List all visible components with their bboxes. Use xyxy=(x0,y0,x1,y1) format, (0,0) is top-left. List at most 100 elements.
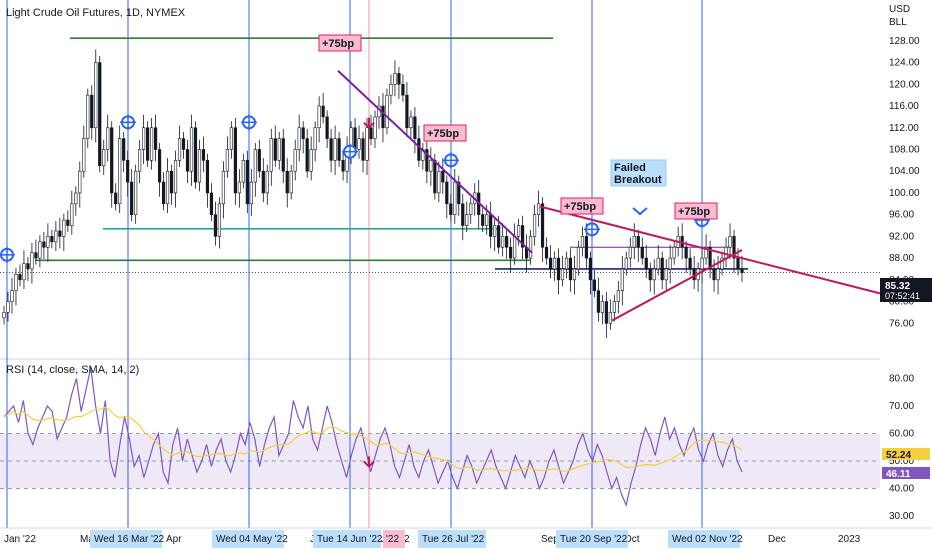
candle xyxy=(257,139,261,178)
candle-body xyxy=(237,181,241,194)
candle-body xyxy=(34,252,38,259)
candle xyxy=(169,164,174,205)
x-highlight-label: Wed 02 Nov '22 xyxy=(672,534,743,545)
hike-tag-1: +75bp xyxy=(318,34,362,52)
candle xyxy=(640,237,644,265)
chevron-down-icon xyxy=(632,207,648,216)
candle-body xyxy=(465,214,469,226)
candle-body xyxy=(393,73,397,85)
candle xyxy=(632,223,636,260)
candle-body xyxy=(38,241,42,259)
candle xyxy=(445,175,449,219)
candle-body xyxy=(209,192,214,215)
candle xyxy=(18,264,22,287)
candle xyxy=(289,164,293,200)
candle xyxy=(94,49,98,143)
candle xyxy=(564,251,569,279)
candle-body xyxy=(445,181,449,205)
x-axis-ticks: Jan '22MarAprJunJul '22SepOctDec2023Wed … xyxy=(4,530,861,548)
candle xyxy=(229,121,233,159)
candle xyxy=(572,255,577,295)
candle xyxy=(181,132,186,159)
y-axis-panel[interactable] xyxy=(880,0,932,528)
candle-body xyxy=(509,246,513,259)
y-tick-label: 76.00 xyxy=(889,318,914,329)
candle-body xyxy=(660,257,664,281)
rsi-tick-label: 70.00 xyxy=(889,401,914,412)
candle-body xyxy=(249,181,253,205)
candle-body xyxy=(556,257,561,281)
failed-breakout-line-0: Failed xyxy=(614,162,646,174)
candle-body xyxy=(576,246,581,270)
candle-body xyxy=(317,105,321,129)
candle xyxy=(118,125,122,214)
candle-body xyxy=(517,225,521,237)
candle-body xyxy=(150,127,154,161)
candle xyxy=(38,235,42,268)
candle xyxy=(253,142,257,197)
candle-body xyxy=(736,257,740,270)
candle xyxy=(648,262,652,292)
candle xyxy=(453,169,457,224)
candle-body xyxy=(110,127,114,194)
candle xyxy=(684,240,688,273)
rsi-down-arrow-icon xyxy=(363,456,375,468)
candle xyxy=(481,208,485,233)
candle xyxy=(261,158,265,203)
rsi-band xyxy=(0,433,880,489)
candle-body xyxy=(532,214,537,237)
candle-body xyxy=(6,301,10,313)
rsi-axis-ticks: 30.00 40.00 50.00 60.00 70.00 80.00 xyxy=(889,374,914,523)
candle xyxy=(122,132,126,173)
candle-body xyxy=(233,127,237,194)
candle xyxy=(6,291,10,322)
candle xyxy=(413,107,417,154)
candle xyxy=(197,139,202,192)
candle-body xyxy=(293,149,297,172)
candle-body xyxy=(409,116,413,129)
x-highlight-label: Tue 14 Jun '22 xyxy=(317,534,383,545)
candle xyxy=(720,251,724,276)
candle-body xyxy=(181,138,186,150)
y-tick-label: 80.00 xyxy=(889,297,914,308)
candle xyxy=(90,85,94,140)
event-circle-icon xyxy=(342,143,358,160)
candle-body xyxy=(305,138,309,172)
candle xyxy=(425,139,429,184)
candle xyxy=(329,128,333,173)
candle-body xyxy=(493,225,497,237)
candle xyxy=(217,197,222,249)
candle-body xyxy=(648,268,652,281)
x-tick-label: Apr xyxy=(166,534,182,545)
trendlines xyxy=(337,70,881,322)
candle xyxy=(556,248,561,295)
candle xyxy=(134,164,138,224)
candle-body xyxy=(640,246,644,259)
candle xyxy=(369,114,373,146)
candle-body xyxy=(688,257,692,270)
candle-body xyxy=(672,246,676,259)
downtrend-line xyxy=(337,70,533,254)
candle xyxy=(520,215,525,260)
candle xyxy=(361,132,365,173)
candle-body xyxy=(26,263,30,270)
candle xyxy=(30,242,34,284)
candle xyxy=(644,245,648,279)
candle-body xyxy=(273,138,277,161)
candle xyxy=(612,295,616,322)
hike-tag-3-label: +75bp xyxy=(564,201,596,213)
candle xyxy=(580,226,585,257)
candle-body xyxy=(177,138,182,161)
candle xyxy=(457,175,461,216)
candle-body xyxy=(245,160,249,205)
candle-body xyxy=(548,257,553,270)
rsi-label: RSI (14, close, SMA, 14, 2) xyxy=(6,364,139,376)
candle-body xyxy=(401,84,405,96)
rsi-sma-line xyxy=(3,406,743,472)
candle-body xyxy=(22,263,26,281)
y-tick-label: 108.00 xyxy=(889,144,920,155)
candle xyxy=(165,158,170,214)
candle-body xyxy=(142,127,146,150)
candle-body xyxy=(369,127,373,139)
